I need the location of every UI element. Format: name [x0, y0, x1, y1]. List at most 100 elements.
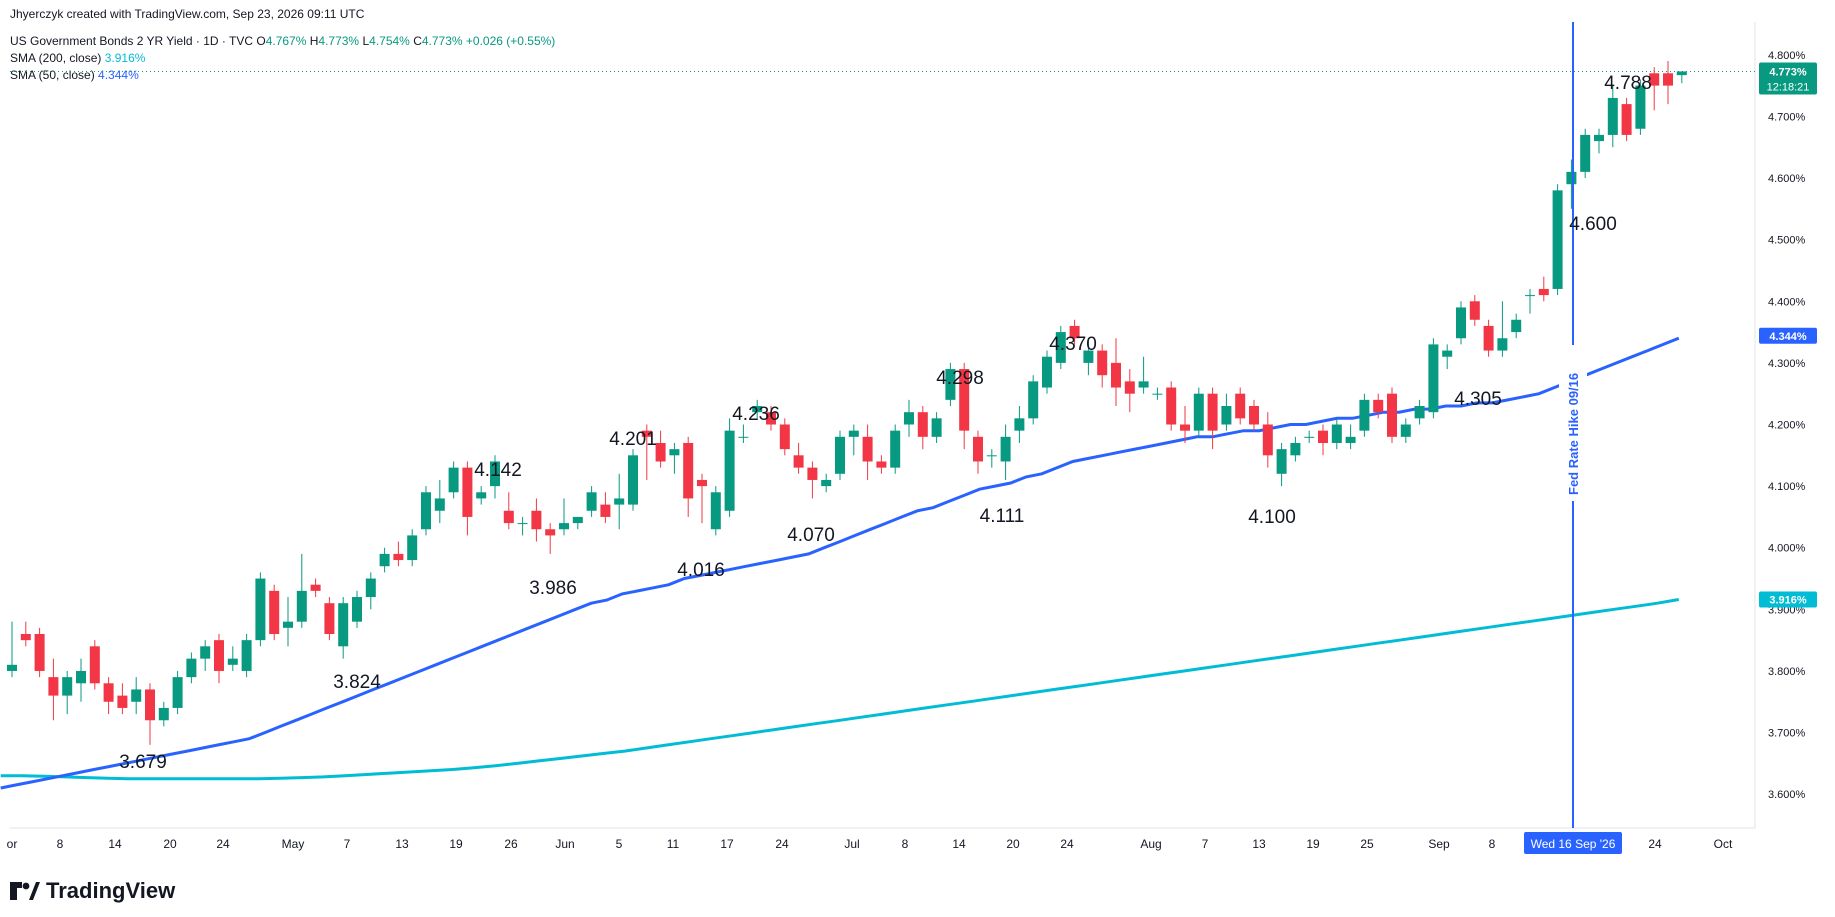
sma200-line [0, 598, 1680, 781]
candle-body [1387, 393, 1397, 437]
candle-body [1469, 301, 1480, 320]
countdown-label: 12:18:21 [1767, 81, 1810, 93]
candle-body [1276, 449, 1287, 474]
close-value: 4.773% [421, 34, 463, 48]
candle-body [1000, 436, 1011, 462]
x-tick-label: 24 [775, 837, 789, 851]
candle-body [490, 461, 500, 487]
candle-body [724, 430, 735, 511]
candle-body [145, 689, 155, 721]
candle-body [1594, 134, 1604, 142]
last-price-badge: 4.773% [1769, 66, 1807, 78]
candle-body [1359, 399, 1370, 431]
x-tick-label: 17 [720, 837, 734, 851]
sma200-legend[interactable]: SMA (200, close) 3.916% [10, 51, 145, 65]
x-tick-label: 13 [1252, 837, 1266, 851]
event-date-label: Wed 16 Sep '26 [1531, 837, 1616, 851]
candle-body [917, 412, 928, 437]
candle-body [545, 529, 556, 536]
candle-body [766, 412, 776, 425]
x-tick-label: Sep [1428, 837, 1450, 851]
candle-body [393, 553, 404, 561]
candle-body [76, 670, 86, 684]
x-tick-label: Aug [1140, 837, 1161, 851]
candle-body [1345, 436, 1356, 443]
x-tick-label: 5 [616, 837, 623, 851]
sma50-label: SMA (50, close) [10, 68, 95, 82]
candle-body [352, 597, 362, 622]
last-price-badge-bg [1759, 62, 1817, 95]
candle-body [1097, 350, 1108, 376]
x-tick-label: 14 [108, 837, 122, 851]
x-tick-label: Oct [1714, 837, 1733, 851]
candle-body [1663, 73, 1673, 86]
tradingview-logo-text: TradingView [46, 878, 176, 903]
candle-body [434, 498, 445, 511]
x-tick-label: 20 [163, 837, 177, 851]
price-annotation: 4.236 [732, 404, 780, 425]
open-value: 4.767% [265, 34, 307, 48]
candle-body [1621, 104, 1632, 135]
candle-body [986, 455, 997, 457]
y-tick-label: 3.700% [1768, 728, 1806, 740]
sma50-badge: 4.344% [1769, 331, 1807, 343]
candle-body [945, 369, 956, 400]
candle-body [1083, 350, 1094, 363]
candle-body [821, 479, 832, 487]
candle-body [1180, 424, 1190, 431]
candle-body [1249, 406, 1259, 425]
price-annotation: 3.679 [119, 752, 167, 773]
candle-body [655, 442, 666, 462]
candle-body [779, 424, 790, 450]
low-value: 4.754% [369, 34, 410, 48]
candle-body [255, 578, 266, 641]
candle-body [1193, 393, 1204, 431]
x-tick-label: 19 [1306, 837, 1320, 851]
candle-body [614, 498, 625, 505]
price-annotation: 4.305 [1454, 389, 1502, 410]
candle-body [448, 467, 459, 493]
candle-body [324, 603, 335, 634]
candle-body [1042, 356, 1052, 388]
candle-body [572, 516, 583, 524]
candle-body [600, 504, 611, 517]
high-value: 4.773% [318, 34, 360, 48]
candle-body [1566, 171, 1577, 185]
x-tick-label: 26 [504, 837, 518, 851]
candle-body [752, 406, 763, 413]
candle-body [1331, 424, 1342, 443]
x-tick-label: 19 [449, 837, 463, 851]
x-tick-label: 14 [952, 837, 966, 851]
candle-body [1400, 424, 1411, 437]
candle-body [1676, 71, 1687, 76]
x-tick-label: May [282, 837, 305, 851]
candle-body [848, 430, 859, 437]
candle-body [531, 510, 542, 530]
candle-body [1525, 295, 1535, 297]
candle-body [7, 664, 17, 671]
candle-body [1304, 436, 1315, 438]
symbol-legend[interactable]: US Government Bonds 2 YR Yield · 1D · TV… [10, 34, 555, 48]
x-tick-label: 7 [344, 837, 351, 851]
candle-body [890, 430, 901, 468]
candle-body [1373, 399, 1384, 413]
candle-body [586, 492, 597, 511]
candle-body [214, 640, 224, 671]
candle-body [34, 633, 45, 671]
close-label: C [413, 34, 422, 48]
symbol-name: US Government Bonds 2 YR Yield · 1D · TV… [10, 34, 253, 48]
price-annotation: 3.824 [333, 672, 381, 693]
candle-body [1442, 350, 1453, 357]
x-tick-label: 24 [216, 837, 230, 851]
candle-body [517, 523, 528, 525]
candle-body [628, 455, 638, 505]
x-tick-label: or [7, 837, 18, 851]
candle-body [1649, 73, 1660, 86]
open-label: O [256, 34, 266, 48]
candle-body [1055, 332, 1066, 363]
x-tick-label: 20 [1006, 837, 1020, 851]
sma50-legend[interactable]: SMA (50, close) 4.344% [10, 68, 139, 82]
y-tick-label: 4.800% [1768, 50, 1806, 62]
candle-body [1538, 288, 1549, 296]
